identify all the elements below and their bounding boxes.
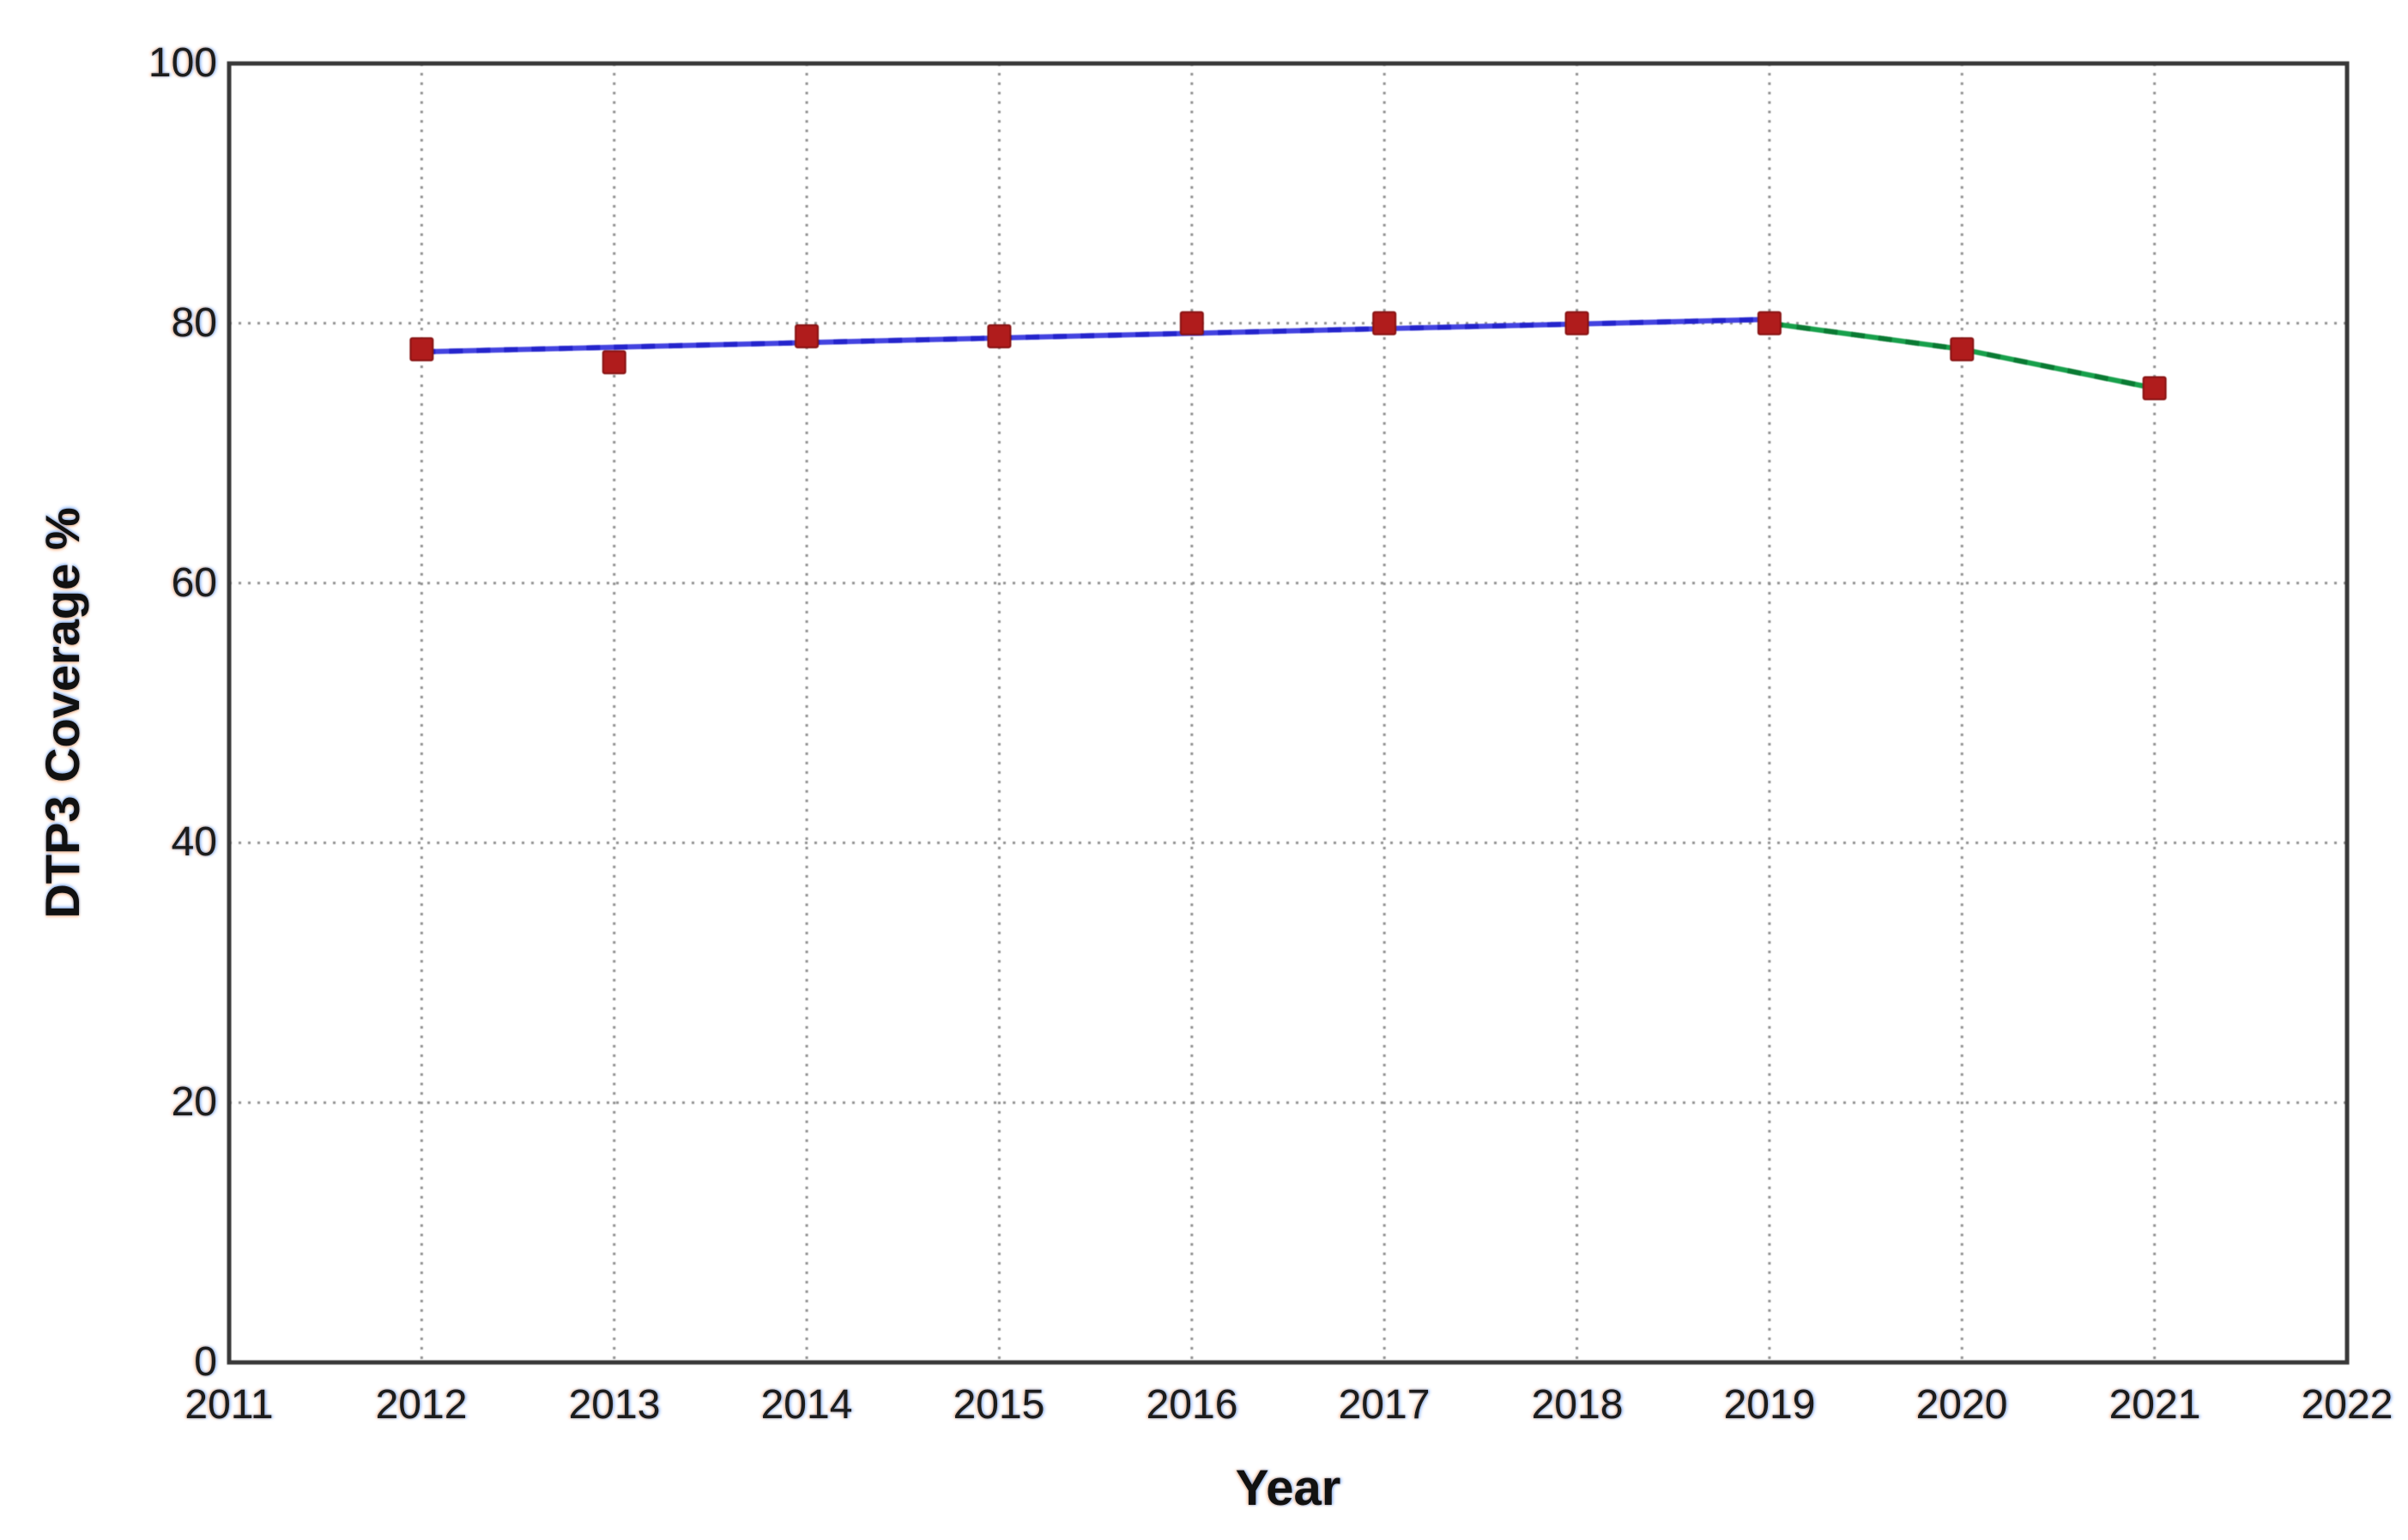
y-tick-label: 100 [148, 40, 217, 86]
x-tick-label: 2022 [2301, 1382, 2393, 1428]
trend-line-2012-2019-dashes [421, 317, 1770, 355]
y-tick-label: 0 [194, 1339, 217, 1385]
x-axis-title: Year [1235, 1460, 1341, 1516]
x-tick-label: 2020 [1915, 1382, 2008, 1428]
x-tick-label: 2012 [375, 1382, 468, 1428]
data-point-2017 [1372, 311, 1397, 335]
x-tick-label: 2021 [2109, 1382, 2201, 1428]
data-point-2021 [2142, 376, 2167, 401]
x-tick-label: 2014 [760, 1382, 853, 1428]
data-point-2015 [987, 323, 1012, 348]
y-tick-label: 60 [171, 560, 217, 606]
x-tick-label: 2019 [1723, 1382, 1816, 1428]
plot-border [227, 61, 2350, 1365]
y-tick-label: 40 [171, 819, 217, 865]
x-tick-label: 2011 [185, 1382, 274, 1428]
data-point-2019 [1757, 311, 1782, 335]
x-tick-label: 2018 [1531, 1382, 1624, 1428]
y-axis-title: DTP3 Coverage % [35, 507, 89, 919]
x-tick-label: 2013 [568, 1382, 661, 1428]
data-point-2018 [1564, 311, 1589, 335]
x-tick-label: 2017 [1338, 1382, 1431, 1428]
data-point-2014 [795, 323, 820, 348]
data-point-2012 [409, 337, 434, 362]
data-point-2013 [602, 350, 626, 375]
x-tick-label: 2016 [1146, 1382, 1238, 1428]
data-point-2016 [1179, 311, 1204, 335]
y-tick-label: 80 [171, 300, 217, 346]
y-tick-label: 20 [171, 1079, 217, 1125]
data-point-2020 [1950, 337, 1975, 362]
x-tick-label: 2015 [953, 1382, 1045, 1428]
